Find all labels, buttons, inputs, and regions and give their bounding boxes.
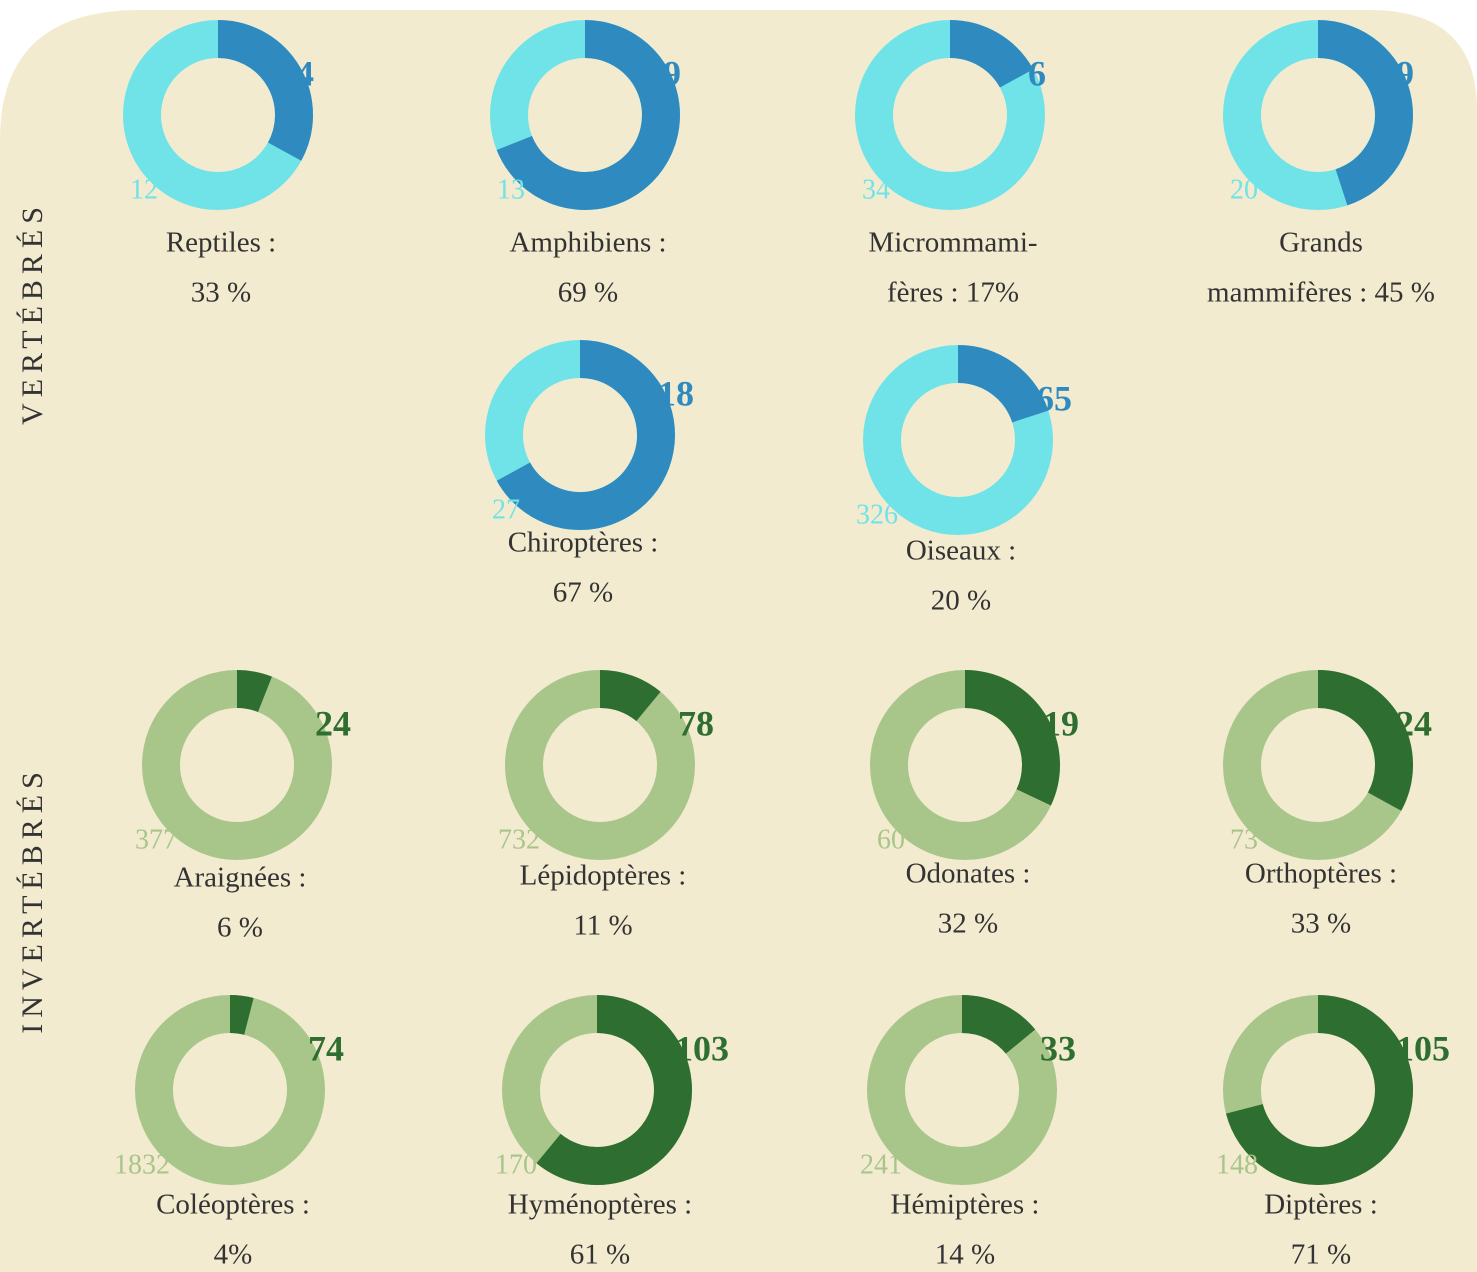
donut-name: Amphibiens : bbox=[509, 227, 666, 259]
rest-count: 34 bbox=[862, 174, 890, 205]
highlight-count: 18 bbox=[658, 373, 694, 413]
donut-percent: 6 % bbox=[217, 912, 263, 944]
donut-percent: 67 % bbox=[553, 577, 613, 609]
donut-percent: 32 % bbox=[938, 908, 998, 940]
rest-count: 73 bbox=[1230, 824, 1258, 855]
donut-percent: 61 % bbox=[570, 1239, 630, 1271]
rest-count: 148 bbox=[1216, 1149, 1258, 1180]
donut-percent: 20 % bbox=[931, 585, 991, 617]
highlight-count: 19 bbox=[1043, 703, 1079, 743]
donut-name: Diptères : bbox=[1264, 1189, 1378, 1221]
highlight-count: 24 bbox=[1396, 703, 1432, 743]
donut-percent: 33 % bbox=[1291, 908, 1351, 940]
donut-percent: 4% bbox=[214, 1239, 253, 1271]
donut-percent: 69 % bbox=[558, 277, 618, 309]
donut-name: Oiseaux : bbox=[906, 535, 1016, 567]
donut-segment bbox=[230, 1014, 249, 1016]
section-label: VERTÉBRÉS bbox=[16, 201, 49, 425]
donut-name: Micrommami- bbox=[868, 227, 1037, 259]
highlight-count: 6 bbox=[1028, 53, 1046, 93]
donut-name: Orthoptères : bbox=[1245, 858, 1397, 890]
section-label: INVERTÉBRÉS bbox=[16, 766, 49, 1034]
rest-count: 20 bbox=[1230, 174, 1258, 205]
rest-count: 27 bbox=[492, 494, 520, 525]
donut-percent: fères : 17% bbox=[887, 277, 1019, 309]
infographic: VERTÉBRÉS INVERTÉBRÉS 4 12 Reptiles : 33 % 9… bbox=[0, 0, 1477, 1272]
highlight-count: 78 bbox=[678, 703, 714, 743]
donut-segment bbox=[237, 689, 265, 694]
rest-count: 170 bbox=[495, 1149, 537, 1180]
donut-segment bbox=[600, 689, 648, 706]
donut-percent: 11 % bbox=[573, 910, 632, 942]
rest-count: 1832 bbox=[114, 1149, 170, 1180]
donut-percent: 33 % bbox=[191, 277, 251, 309]
highlight-count: 103 bbox=[675, 1028, 729, 1068]
donut-name: Odonates : bbox=[906, 858, 1031, 890]
highlight-count: 9 bbox=[663, 53, 681, 93]
rest-count: 12 bbox=[130, 174, 158, 205]
rest-count: 377 bbox=[135, 824, 177, 855]
donut-name: Hyménoptères : bbox=[508, 1189, 692, 1221]
donut-name: Grands bbox=[1279, 227, 1363, 259]
highlight-count: 9 bbox=[1396, 53, 1414, 93]
donut-percent: mammifères : 45 % bbox=[1207, 277, 1435, 309]
donut-name: Coléoptères : bbox=[156, 1189, 310, 1221]
rest-count: 732 bbox=[498, 824, 540, 855]
highlight-count: 65 bbox=[1036, 378, 1072, 418]
rest-count: 326 bbox=[856, 499, 898, 530]
donut-percent: 71 % bbox=[1291, 1239, 1351, 1271]
highlight-count: 4 bbox=[296, 53, 314, 93]
rest-count: 13 bbox=[497, 174, 525, 205]
donut-name: Reptiles : bbox=[166, 227, 276, 259]
rest-count: 241 bbox=[860, 1149, 902, 1180]
donut-name: Hémiptères : bbox=[891, 1189, 1040, 1221]
donut-name: Chiroptères : bbox=[508, 527, 659, 559]
highlight-count: 105 bbox=[1396, 1028, 1450, 1068]
donut-name: Araignées : bbox=[174, 862, 307, 894]
highlight-count: 33 bbox=[1040, 1028, 1076, 1068]
highlight-count: 74 bbox=[308, 1028, 344, 1068]
highlight-count: 24 bbox=[315, 703, 351, 743]
donut-name: Lépidoptères : bbox=[520, 860, 687, 892]
donut-percent: 14 % bbox=[935, 1239, 995, 1271]
rest-count: 60 bbox=[877, 824, 905, 855]
